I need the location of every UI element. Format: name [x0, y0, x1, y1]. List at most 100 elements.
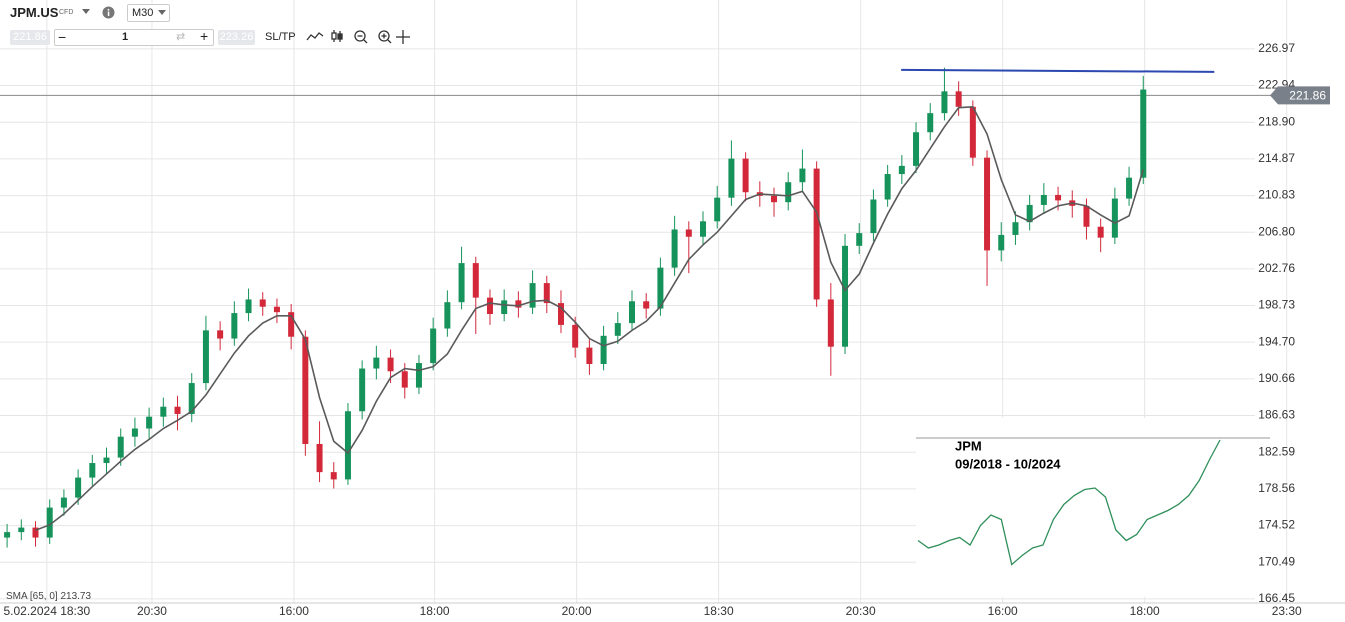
candle-body [131, 428, 138, 437]
sma-legend: SMA [65, 0] 213.73 [6, 591, 92, 602]
candle-body [998, 234, 1005, 251]
pan-icon[interactable] [396, 30, 410, 44]
y-tick-label: 218.90 [1258, 114, 1295, 128]
plus-button[interactable]: + [200, 28, 209, 44]
candle-body [472, 263, 479, 298]
candle-body [273, 306, 280, 313]
candle-body [60, 497, 67, 508]
candle-body [188, 383, 195, 414]
timeframe-select[interactable] [127, 4, 170, 22]
candle-body [955, 91, 962, 107]
symbol[interactable]: JPM.US [10, 5, 59, 20]
candle-body [316, 443, 323, 473]
timeframe: M30 [132, 7, 154, 19]
candle-body [18, 527, 25, 533]
y-tick-label: 166.45 [1258, 591, 1295, 605]
candle-body [1140, 89, 1147, 178]
chart-tools [306, 30, 410, 44]
inset-title: JPM [955, 438, 982, 453]
zoom-in-icon[interactable] [378, 30, 392, 44]
candle-body [387, 357, 394, 372]
y-tick-label: 214.87 [1258, 151, 1295, 165]
inset-line [917, 439, 1221, 566]
candle-body [401, 371, 408, 388]
candle-body [1026, 204, 1033, 223]
candle-body [32, 527, 39, 538]
candle-body [572, 324, 579, 348]
inset-subtitle: 09/2018 - 10/2024 [955, 456, 1061, 471]
sltp-button[interactable]: SL/TP [265, 31, 296, 43]
ask-price[interactable]: 223.26 [218, 30, 255, 45]
candle-body [827, 299, 834, 347]
candle-body [1111, 198, 1118, 238]
quantity: 1 [122, 31, 129, 43]
candle-body [628, 301, 635, 324]
y-tick-label: 186.63 [1258, 408, 1295, 422]
resistance-line [901, 68, 1215, 73]
candle-body [117, 436, 124, 458]
candle-body [742, 158, 749, 193]
bid-price[interactable]: 221.86 [10, 30, 50, 45]
candle-body [657, 267, 664, 309]
candle-body [75, 477, 82, 498]
minus-button[interactable]: − [58, 29, 67, 45]
candle-body [46, 507, 53, 538]
candle-body [771, 195, 778, 203]
candle-body [89, 463, 96, 478]
candle-body [898, 165, 905, 175]
quantity-input[interactable] [54, 29, 214, 46]
candle-body [685, 229, 692, 237]
reset-icon[interactable]: ⇄ [176, 31, 186, 43]
candle-body [174, 406, 181, 414]
y-tick-label: 210.83 [1258, 188, 1295, 202]
candle-body [927, 113, 934, 133]
candle-body [1040, 194, 1047, 205]
candle-body [671, 229, 678, 268]
candle-body [557, 303, 564, 325]
candle-body [1012, 222, 1019, 235]
candle-body [543, 283, 550, 304]
line-type-icon[interactable] [306, 32, 324, 41]
candle-body [586, 347, 593, 364]
candle-body [969, 106, 976, 158]
x-tick-label: 18:00 [420, 604, 450, 618]
candle-body [415, 363, 422, 388]
timeframe-dropdown[interactable] [158, 10, 167, 16]
candle-body [600, 335, 607, 364]
candle-type-icon[interactable] [331, 30, 343, 42]
x-tick-label: 16:00 [988, 604, 1018, 618]
y-tick-label: 170.49 [1258, 554, 1295, 568]
info-icon[interactable] [102, 6, 115, 19]
candle-body [373, 357, 380, 369]
candle-body [870, 199, 877, 234]
zoom-out-icon[interactable] [354, 30, 368, 44]
candle-body [1083, 205, 1090, 227]
candle-body [813, 168, 820, 300]
candle-body [1055, 194, 1062, 201]
candle-body [344, 411, 351, 480]
candle-body [515, 300, 522, 308]
x-tick-label: 18:30 [704, 604, 734, 618]
y-tick-label: 190.66 [1258, 371, 1295, 385]
candle-body [842, 245, 849, 347]
candle-body [856, 233, 863, 246]
candle-body [330, 472, 337, 480]
y-tick-label: 206.80 [1258, 224, 1295, 238]
candle-body [714, 197, 721, 222]
y-tick-label: 194.70 [1258, 334, 1295, 348]
candle-body [146, 416, 153, 429]
candle-body [288, 312, 295, 337]
symbol-dropdown[interactable] [82, 9, 92, 15]
price-tag-label: 221.86 [1289, 89, 1326, 103]
y-tick-label: 198.73 [1258, 298, 1295, 312]
candle-body [614, 323, 621, 336]
candle-body [458, 263, 465, 303]
candle-body [884, 174, 891, 200]
candle-body [984, 157, 991, 251]
candle-body [217, 330, 224, 339]
candle-body [913, 132, 920, 166]
candle-body [785, 182, 792, 203]
candle-body [430, 328, 437, 364]
candle-body [259, 299, 266, 307]
